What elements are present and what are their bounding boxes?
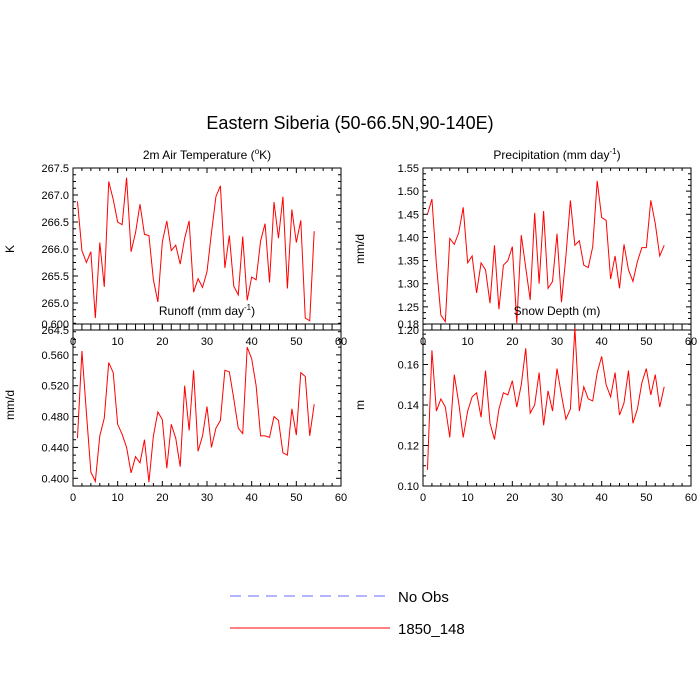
panel-3: 0 10 20 30 40 50 60 0.10 0.12 0.14 0.16 0.18 m Snow D… (353, 304, 697, 504)
panel-title-tail: ) (617, 148, 621, 162)
y-tick-label: 266.0 (41, 244, 69, 256)
x-tick-label: 20 (156, 492, 168, 504)
y-tick-label: 1.55 (398, 163, 419, 175)
x-tick-label: 10 (112, 492, 124, 504)
x-tick-label: 30 (551, 336, 563, 348)
panel-title-superscript: o (255, 147, 260, 156)
x-tick-label: 0 (70, 492, 76, 504)
y-tick-label: 0.560 (41, 350, 69, 362)
series-line-1850-148 (76, 346, 315, 484)
y-tick-label: 265.5 (41, 271, 69, 283)
panel-title-main: Precipitation (mm day (493, 148, 609, 162)
panel-title: Runoff (mm day-1) (159, 303, 255, 318)
y-tick-label: 0.440 (41, 442, 69, 454)
y-tick-label: 1.45 (398, 209, 419, 221)
y-tick-label: 0.10 (398, 481, 419, 493)
figure-title: Eastern Siberia (50-66.5N,90-140E) (206, 113, 493, 133)
y-tick-label: 0.12 (398, 441, 419, 453)
y-tick-label: 0.480 (41, 412, 69, 424)
y-tick-label: 264.5 (41, 325, 69, 337)
y-tick-label: 266.5 (41, 217, 69, 229)
legend: No Obs 1850_148 (230, 589, 465, 638)
x-tick-label: 50 (290, 492, 302, 504)
y-axis-label: m (353, 400, 367, 410)
x-tick-label: 40 (246, 492, 258, 504)
y-axis-label: K (3, 245, 17, 253)
panel-title-main: Snow Depth (m) (514, 304, 601, 318)
y-tick-label: 267.0 (41, 190, 69, 202)
y-tick-label: 1.25 (398, 302, 419, 314)
panel-title-tail: K) (259, 148, 271, 162)
series-line-1850-148 (426, 180, 665, 324)
x-tick-label: 30 (201, 336, 213, 348)
x-tick-label: 50 (290, 336, 302, 348)
y-tick-label: 1.20 (398, 325, 419, 337)
x-tick-label: 30 (201, 492, 213, 504)
legend-label-1850-148: 1850_148 (398, 621, 465, 638)
x-tick-label: 60 (685, 492, 697, 504)
x-tick-label: 40 (596, 492, 608, 504)
panel-title-main: Runoff (mm day (159, 304, 244, 318)
panel-0: 0 10 20 30 40 50 60264.5265.0265.5266.0266.526… (3, 147, 347, 348)
panel-title-superscript: -1 (244, 303, 252, 312)
series-line-1850-148 (426, 328, 665, 470)
y-tick-label: 0.400 (41, 473, 69, 485)
panel-title-tail: ) (251, 304, 255, 318)
plot-frame (72, 323, 342, 487)
y-tick-label: 265.0 (41, 298, 69, 310)
panel-2: 0 10 20 30 40 50 60 0.400 0.440 0.480 0.520 0.560 0.… (3, 303, 347, 504)
x-tick-label: 50 (640, 492, 652, 504)
x-tick-label: 0 (420, 492, 426, 504)
x-tick-label: 40 (246, 336, 258, 348)
x-tick-label: 60 (335, 492, 347, 504)
series-line-1850-148 (76, 177, 315, 322)
x-tick-label: 20 (156, 336, 168, 348)
y-axis-label: mm/d (353, 234, 367, 264)
x-tick-label: 20 (506, 492, 518, 504)
panel-1: 0 10 20 30 40 50 601.201.251.301.351.401.451.5… (353, 147, 697, 348)
x-tick-label: 10 (462, 492, 474, 504)
y-tick-label: 1.40 (398, 232, 419, 244)
y-tick-label: 0.18 (398, 319, 419, 331)
panel-title: Snow Depth (m) (514, 304, 601, 318)
y-axis-label: mm/d (3, 390, 17, 420)
legend-label-no-obs: No Obs (398, 589, 449, 606)
x-tick-label: 20 (506, 336, 518, 348)
x-tick-label: 10 (112, 336, 124, 348)
plot-frame (422, 323, 692, 487)
x-tick-label: 10 (462, 336, 474, 348)
panel-title: 2m Air Temperature (oK) (143, 147, 271, 162)
y-tick-label: 1.50 (398, 186, 419, 198)
y-tick-label: 0.520 (41, 381, 69, 393)
panel-title-superscript: -1 (609, 147, 617, 156)
y-tick-label: 0.600 (41, 319, 69, 331)
y-tick-label: 1.30 (398, 279, 419, 291)
y-tick-label: 0.14 (398, 400, 419, 412)
x-tick-label: 40 (596, 336, 608, 348)
x-tick-label: 50 (640, 336, 652, 348)
y-tick-label: 0.16 (398, 360, 419, 372)
panel-title: Precipitation (mm day-1) (493, 147, 620, 162)
x-tick-label: 30 (551, 492, 563, 504)
y-tick-label: 267.5 (41, 163, 69, 175)
y-tick-label: 1.35 (398, 256, 419, 268)
panel-title-main: 2m Air Temperature ( (143, 148, 255, 162)
